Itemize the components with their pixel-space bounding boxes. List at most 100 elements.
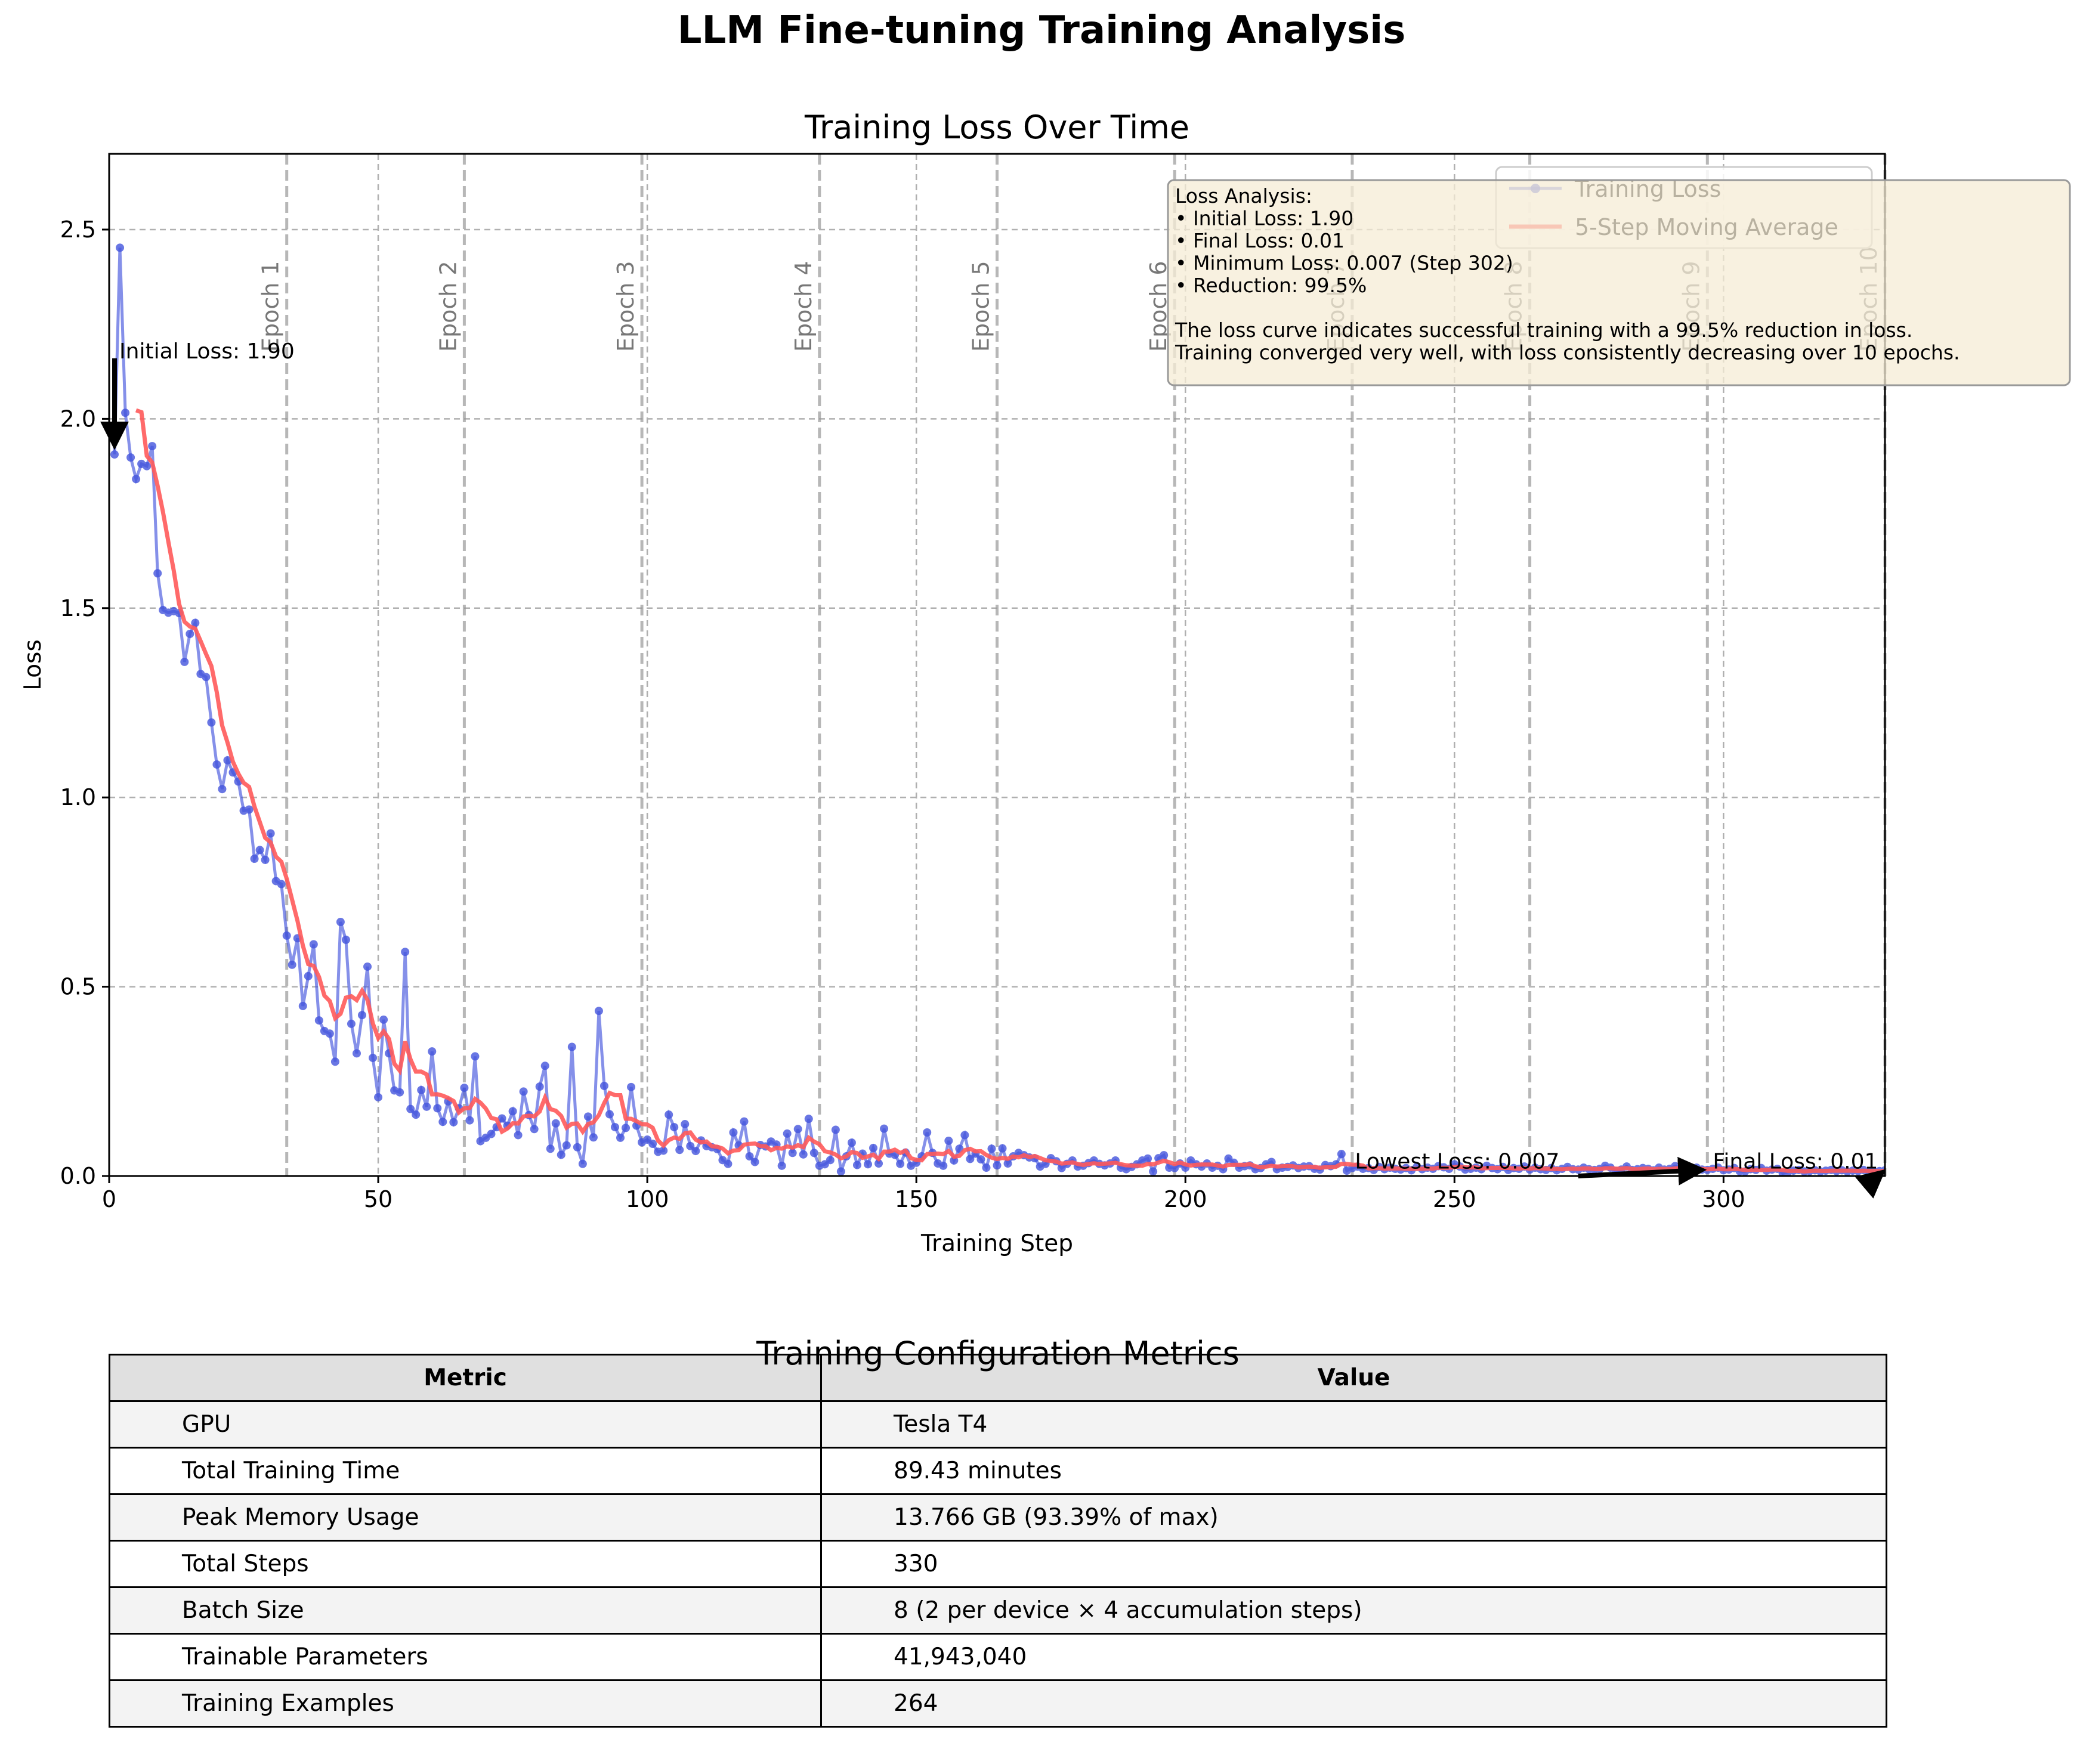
training-loss-point [433,1104,442,1113]
final-loss-annotation: Final Loss: 0.01 [1713,1150,1878,1174]
header-metric: Metric [109,1354,822,1402]
training-loss-point [1160,1151,1169,1160]
training-loss-point [976,1155,985,1164]
training-loss-point [422,1102,431,1111]
training-loss-point [153,569,162,578]
training-loss-point [1924,1166,1932,1174]
training-loss-point [514,1131,523,1140]
training-loss-point [417,1085,426,1094]
training-loss-point [438,1118,447,1127]
value-cell: 89.43 minutes [820,1447,1887,1495]
y-tick-label: 0.0 [60,1163,96,1189]
training-loss-point [729,1128,738,1137]
value-cell: 330 [820,1540,1887,1588]
metric-cell: Total Steps [109,1540,822,1588]
analysis-box: Loss Analysis:• Initial Loss: 1.90• Fina… [1167,179,2071,386]
training-loss-point [686,1141,695,1150]
training-loss-point [573,1143,582,1152]
training-loss-point [395,1088,404,1097]
training-loss-point [783,1129,792,1138]
training-loss-point [1886,1168,1895,1176]
analysis-line: Loss Analysis: [1175,184,1312,208]
training-loss-point [551,1119,560,1128]
training-loss-point [594,1007,603,1016]
training-loss-point [745,1152,754,1160]
training-loss-point [186,629,194,638]
training-loss-point [847,1138,856,1147]
training-loss-points [110,243,1948,1176]
table-body: GPU Tesla T4 Total Training Time 89.43 minu… [109,1400,1887,1728]
training-loss-point [535,1082,544,1091]
training-loss-point [724,1159,733,1168]
training-loss-point [374,1093,383,1101]
y-tick-label: 2.5 [60,216,96,243]
moving-average-line [135,408,1885,1174]
training-loss-point [804,1115,813,1124]
training-loss-point [540,1062,549,1070]
training-loss-point [1003,1159,1012,1168]
table-row: Training Examples 264 [109,1679,1887,1728]
training-loss-point [530,1125,539,1134]
training-loss-point [605,1110,614,1119]
training-loss-point [1940,1167,1948,1175]
x-tick-label: 300 [1702,1186,1745,1212]
training-loss-point [583,1112,592,1121]
training-loss-point [960,1131,969,1140]
training-loss-point [982,1163,991,1172]
training-loss-point [250,855,259,864]
analysis-line: • Reduction: 99.5% [1175,274,1367,297]
chart-title: Training Loss Over Time [804,109,1189,146]
initial-loss-annotation: Initial Loss: 1.90 [119,339,295,364]
training-loss-point [681,1120,690,1129]
training-loss-point [143,462,152,471]
training-loss-point [670,1123,679,1132]
metric-cell: Total Training Time [109,1447,822,1495]
header-value: Value [820,1354,1887,1402]
training-loss-point [1892,1167,1900,1175]
metric-cell: GPU [109,1400,822,1449]
plot-frame [108,153,1886,1177]
metric-cell: Training Examples [109,1679,822,1728]
training-loss-point [412,1110,421,1119]
training-loss-point [261,855,270,864]
epoch-label: Epoch 4 [790,261,817,352]
training-loss-point [589,1133,598,1142]
table-title: Training Configuration Metrics [756,1335,1240,1372]
analysis-line: • Minimum Loss: 0.007 (Step 302) [1175,252,1513,275]
training-loss-point [1149,1167,1158,1176]
lowest-loss-annotation: Lowest Loss: 0.007 [1355,1150,1559,1174]
training-loss-point [616,1133,625,1142]
training-loss-point [508,1107,517,1116]
metric-cell: Peak Memory Usage [109,1493,822,1542]
x-tick-label: 100 [626,1186,669,1212]
training-loss-point [266,829,275,838]
training-loss-point [255,846,264,855]
training-loss-point [180,657,189,666]
training-loss-point [126,453,135,462]
training-loss-point [627,1082,636,1091]
value-cell: 13.766 GB (93.39% of max) [820,1493,1887,1542]
training-loss-point [277,880,286,889]
training-loss-line [113,247,1885,1175]
analysis-line: Training converged very well, with loss … [1175,341,1960,364]
value-cell: 8 (2 per device × 4 accumulation steps) [820,1586,1887,1635]
training-loss-point [998,1144,1007,1153]
training-loss-point [212,760,221,769]
analysis-line: • Initial Loss: 1.90 [1175,207,1353,230]
lowest-loss-arrow [1578,1156,1707,1186]
training-loss-point [465,1116,474,1125]
training-loss-point [325,1029,334,1038]
analysis-box-bg [1167,179,2071,386]
training-loss-point [471,1052,480,1061]
training-loss-point [578,1159,587,1168]
final-loss-arrow [1855,1169,1886,1199]
training-loss-point [546,1144,555,1153]
training-loss-point [923,1128,932,1137]
training-loss-point [460,1084,469,1093]
analysis-line: The loss curve indicates successful trai… [1175,318,1912,342]
figure-title: LLM Fine-tuning Training Analysis [677,8,1406,52]
training-loss-point [1902,1167,1911,1175]
x-tick-label: 0 [102,1186,116,1212]
x-tick-label: 150 [895,1186,938,1212]
x-tick-label: 250 [1433,1186,1476,1212]
